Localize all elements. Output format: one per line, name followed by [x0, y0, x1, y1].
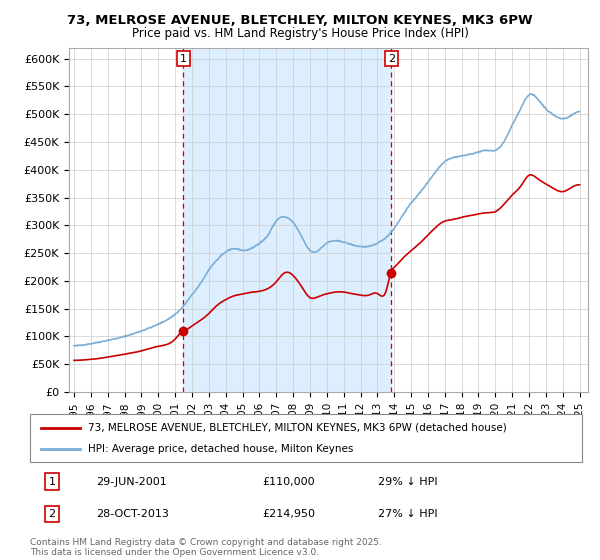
Text: 29-JUN-2001: 29-JUN-2001	[96, 477, 167, 487]
Text: £214,950: £214,950	[262, 509, 315, 519]
Text: HPI: Average price, detached house, Milton Keynes: HPI: Average price, detached house, Milt…	[88, 444, 353, 454]
Text: £110,000: £110,000	[262, 477, 314, 487]
Text: 1: 1	[180, 54, 187, 64]
Text: 29% ↓ HPI: 29% ↓ HPI	[378, 477, 437, 487]
Text: Price paid vs. HM Land Registry's House Price Index (HPI): Price paid vs. HM Land Registry's House …	[131, 27, 469, 40]
Text: Contains HM Land Registry data © Crown copyright and database right 2025.
This d: Contains HM Land Registry data © Crown c…	[30, 538, 382, 557]
Text: 73, MELROSE AVENUE, BLETCHLEY, MILTON KEYNES, MK3 6PW: 73, MELROSE AVENUE, BLETCHLEY, MILTON KE…	[67, 14, 533, 27]
Text: 2: 2	[49, 509, 56, 519]
FancyBboxPatch shape	[30, 414, 582, 462]
Text: 27% ↓ HPI: 27% ↓ HPI	[378, 509, 437, 519]
Text: 28-OCT-2013: 28-OCT-2013	[96, 509, 169, 519]
Text: 2: 2	[388, 54, 395, 64]
Bar	[184, 48, 391, 392]
Text: 73, MELROSE AVENUE, BLETCHLEY, MILTON KEYNES, MK3 6PW (detached house): 73, MELROSE AVENUE, BLETCHLEY, MILTON KE…	[88, 423, 507, 433]
Text: 1: 1	[49, 477, 56, 487]
